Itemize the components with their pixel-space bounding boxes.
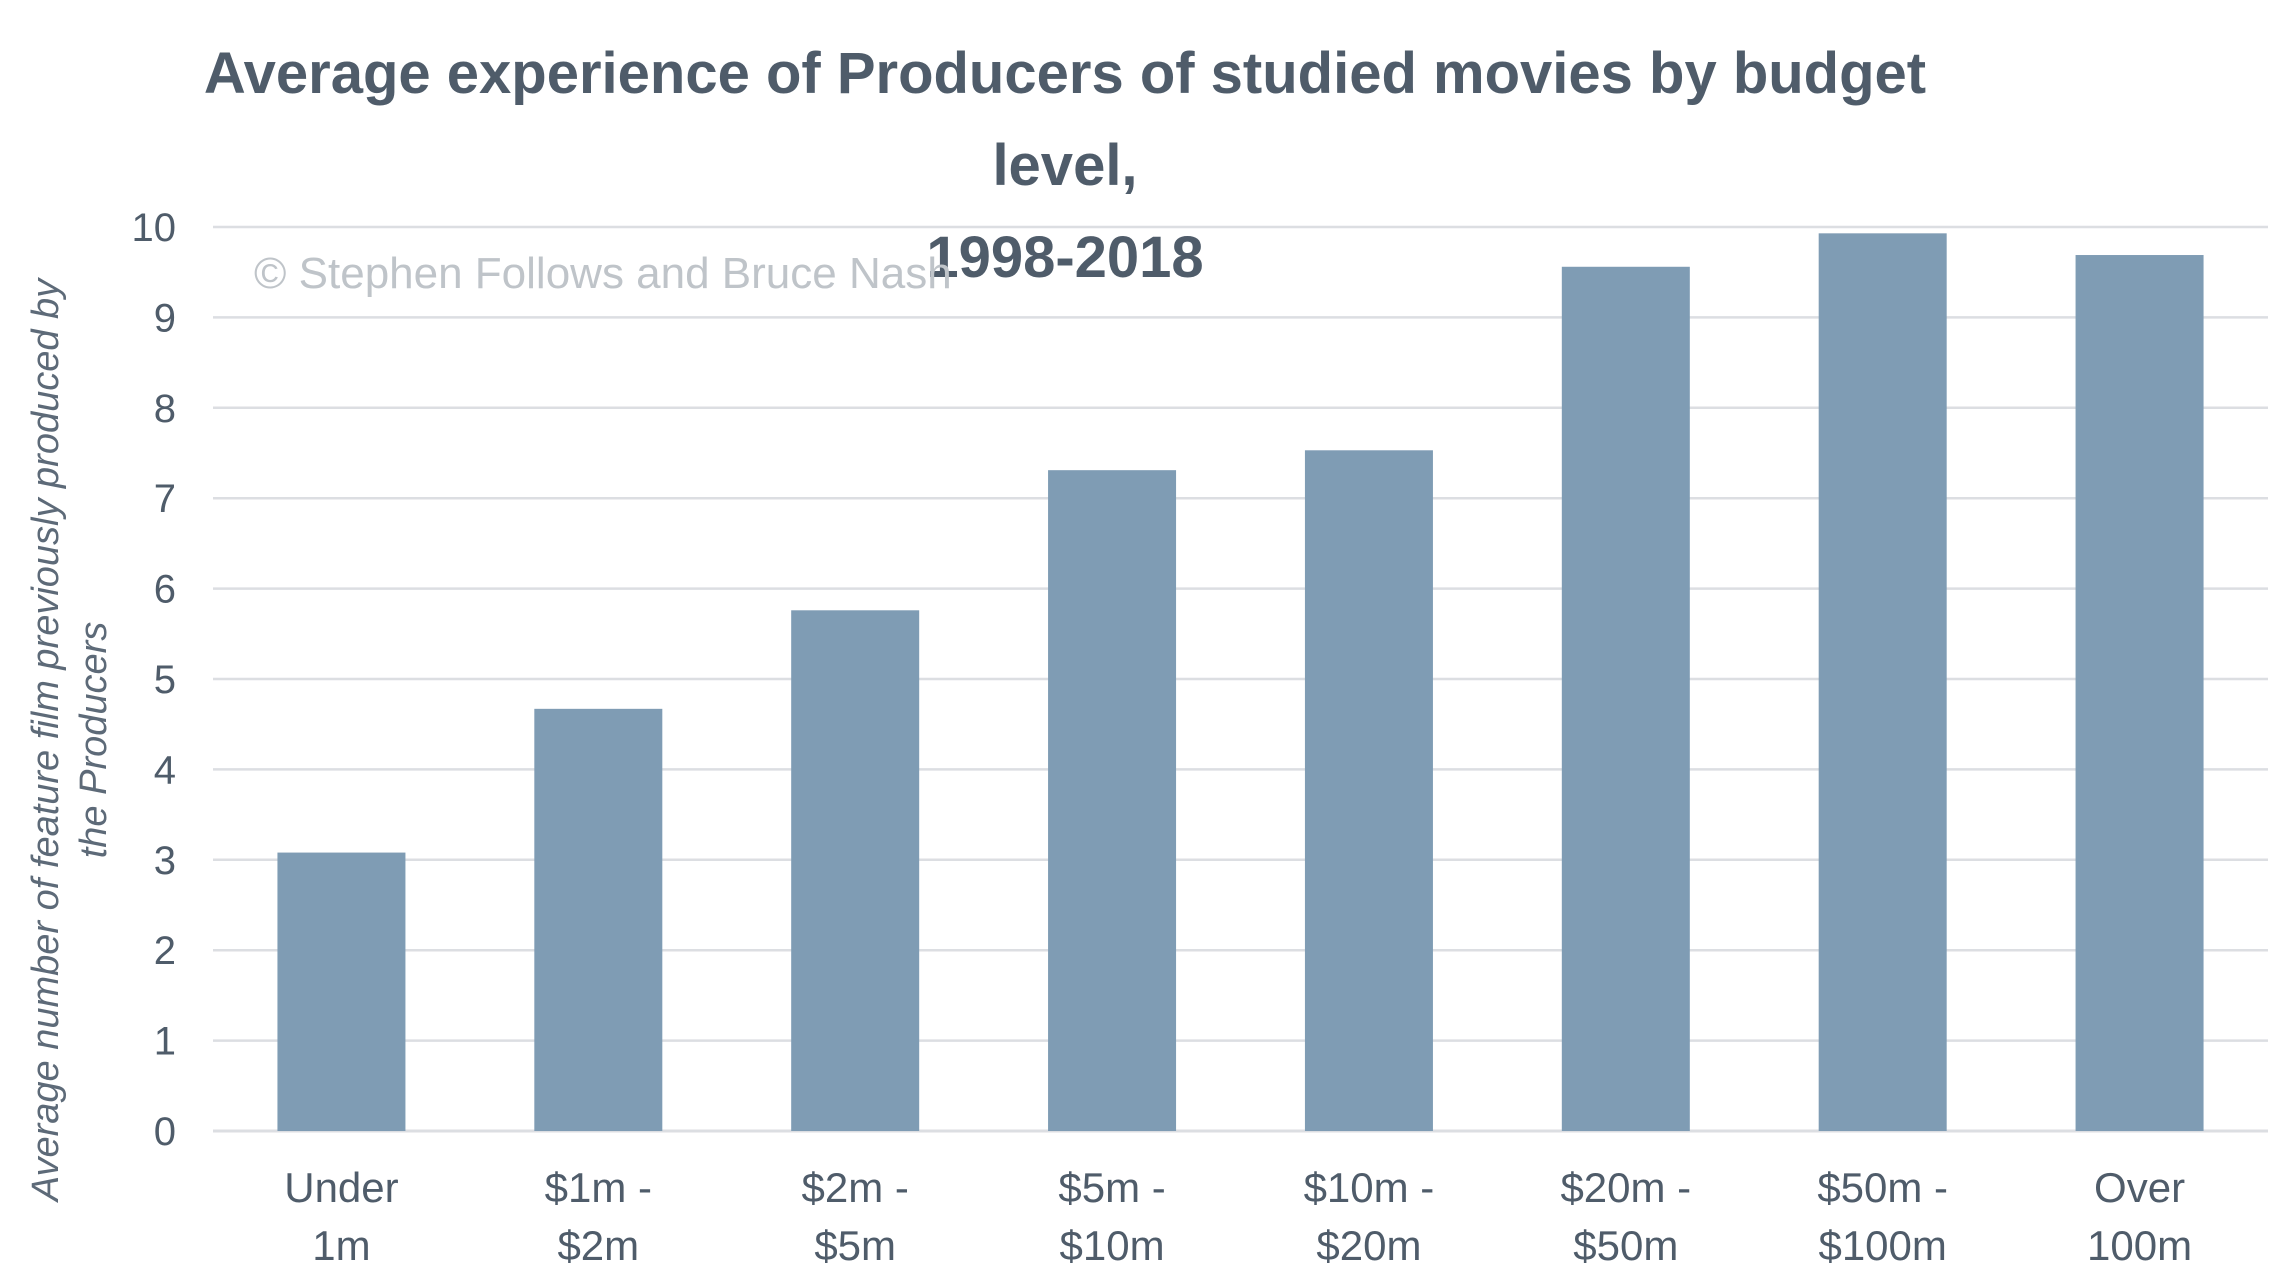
- y-tick-label-1: 1: [154, 1020, 176, 1064]
- bar-3: [1048, 470, 1177, 1131]
- chart-title-line-1: Average experience of Producers of studi…: [203, 41, 1927, 198]
- x-category-labels: Under 1m $1m - $2m $2m - $5m $5m - $10m $10m - $2…: [284, 1164, 2192, 1269]
- y-tick-label-5: 5: [154, 658, 176, 702]
- chart-title: Average experience of Producers of studi…: [150, 28, 1980, 304]
- x-category-label-4-line-2: $20m: [1316, 1222, 1421, 1269]
- x-category-label-4-line-1: $10m -: [1304, 1164, 1435, 1211]
- bar-2: [791, 610, 920, 1131]
- y-tick-label-2: 2: [154, 929, 176, 973]
- x-category-label-3-line-2: $10m: [1060, 1222, 1165, 1269]
- y-tick-label-9: 9: [154, 296, 176, 340]
- gridlines: [213, 225, 2268, 1133]
- y-tick-label-3: 3: [154, 839, 176, 883]
- bar-0: [277, 852, 406, 1131]
- y-tick-label-10: 10: [132, 206, 177, 250]
- chart-title-line-2: 1998-2018: [926, 225, 1204, 290]
- y-tick-label-0: 0: [154, 1110, 176, 1154]
- y-tick-label-6: 6: [154, 568, 176, 612]
- x-category-label-2-line-2: $5m: [814, 1222, 896, 1269]
- y-axis-label-line-2: the Producers: [73, 622, 115, 859]
- bar-5: [1561, 266, 1690, 1131]
- x-category-label-3-line-1: $5m -: [1058, 1164, 1165, 1211]
- x-category-label-6-line-2: $100m: [1818, 1222, 1946, 1269]
- x-category-label-0-line-2: 1m: [312, 1222, 370, 1269]
- x-category-label-2-line-1: $2m -: [802, 1164, 909, 1211]
- bar-1: [534, 708, 663, 1131]
- y-tick-label-7: 7: [154, 477, 176, 521]
- y-tick-label-4: 4: [154, 748, 176, 792]
- bars: [277, 233, 2204, 1132]
- x-category-label-1-line-2: $2m: [557, 1222, 639, 1269]
- watermark-text: © Stephen Follows and Bruce Nash: [254, 249, 952, 298]
- y-tick-label-8: 8: [154, 387, 176, 431]
- x-category-label-5-line-1: $20m -: [1560, 1164, 1691, 1211]
- x-category-label-1-line-1: $1m -: [545, 1164, 652, 1211]
- x-category-label-5-line-2: $50m: [1573, 1222, 1678, 1269]
- y-tick-labels: 0 1 2 3 4 5 6 7 8 9 10: [132, 206, 177, 1154]
- bar-6: [1818, 233, 1947, 1131]
- bar-7: [2075, 255, 2204, 1132]
- y-axis-label-line-1: Average number of feature film previousl…: [25, 277, 67, 1203]
- x-category-label-7-line-1: Over: [2094, 1164, 2185, 1211]
- x-category-label-6-line-1: $50m -: [1817, 1164, 1948, 1211]
- x-category-label-7-line-2: 100m: [2087, 1222, 2192, 1269]
- bar-4: [1304, 450, 1433, 1132]
- x-category-label-0-line-1: Under: [284, 1164, 398, 1211]
